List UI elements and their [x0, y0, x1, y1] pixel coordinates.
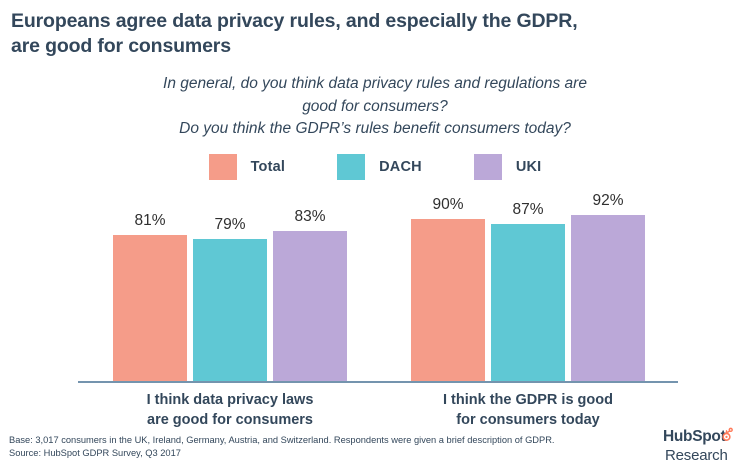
page-title-line-1: Europeans agree data privacy rules, and …	[11, 10, 578, 32]
subtitle-line-1: In general, do you think data privacy ru…	[163, 75, 587, 92]
bar-uki-gdpr-good-value-label: 92%	[592, 192, 624, 209]
chart-footnote: Base: 3,017 consumers in the UK, Ireland…	[9, 434, 649, 460]
legend-label-dach: DACH	[379, 159, 422, 175]
page-title: Europeans agree data privacy rules, and …	[11, 9, 711, 59]
legend-item-dach[interactable]: DACH	[337, 154, 422, 180]
legend-swatch-total	[208, 154, 237, 180]
logo-wordmark: HubSpot	[663, 428, 726, 445]
legend-item-uki[interactable]: UKI	[473, 154, 542, 180]
x-axis-category-label-1-line: I think the GDPR is good	[443, 392, 613, 408]
page-title-line-2: are good for consumers	[11, 35, 231, 57]
bar-dach-gdpr-good-value-label: 87%	[512, 201, 544, 218]
bar-total-gdpr-good-value-label: 90%	[432, 196, 464, 213]
legend-label-total: Total	[250, 159, 286, 175]
bar-uki-privacy-laws[interactable]	[273, 231, 347, 381]
sprocket-icon	[719, 427, 734, 442]
bar-uki-privacy-laws-value-label: 83%	[294, 208, 326, 225]
x-axis-category-label-1-line: for consumers today	[456, 412, 600, 428]
legend-swatch-dach	[337, 154, 366, 180]
bar-total-gdpr-good[interactable]	[411, 219, 485, 381]
legend-item-total[interactable]: Total	[208, 154, 286, 180]
bar-dach-gdpr-good[interactable]	[491, 224, 565, 381]
x-axis-category-label-1: I think the GDPR is good for consumers to…	[411, 390, 645, 430]
bar-total-privacy-laws-value-label: 81%	[134, 212, 166, 229]
chart-subtitle: In general, do you think data privacy ru…	[75, 73, 675, 141]
bar-dach-privacy-laws-value-label: 79%	[214, 216, 246, 233]
footnote-source: Source: HubSpot GDPR Survey, Q3 2017	[9, 448, 181, 458]
logo-subtext: Research	[665, 447, 728, 464]
legend-swatch-uki	[473, 154, 502, 180]
bar-total-privacy-laws[interactable]	[113, 235, 187, 381]
x-axis-category-label-0-line: I think data privacy laws	[146, 392, 314, 408]
x-axis-category-label-0: I think data privacy laws are good for co…	[113, 390, 347, 430]
subtitle-line-3: Do you think the GDPR’s rules benefit co…	[179, 120, 571, 137]
x-axis-line	[78, 381, 678, 383]
chart-legend: Total DACH UKI	[0, 154, 750, 180]
legend-label-uki: UKI	[515, 159, 542, 175]
hubspot-research-logo: HubSpot Research	[663, 427, 748, 470]
footnote-base: Base: 3,017 consumers in the UK, Ireland…	[9, 435, 555, 445]
bar-uki-gdpr-good[interactable]	[571, 215, 645, 381]
x-axis-category-label-0-line: are good for consumers	[147, 412, 313, 428]
subtitle-line-2: good for consumers?	[302, 97, 448, 115]
bar-dach-privacy-laws[interactable]	[193, 239, 267, 381]
